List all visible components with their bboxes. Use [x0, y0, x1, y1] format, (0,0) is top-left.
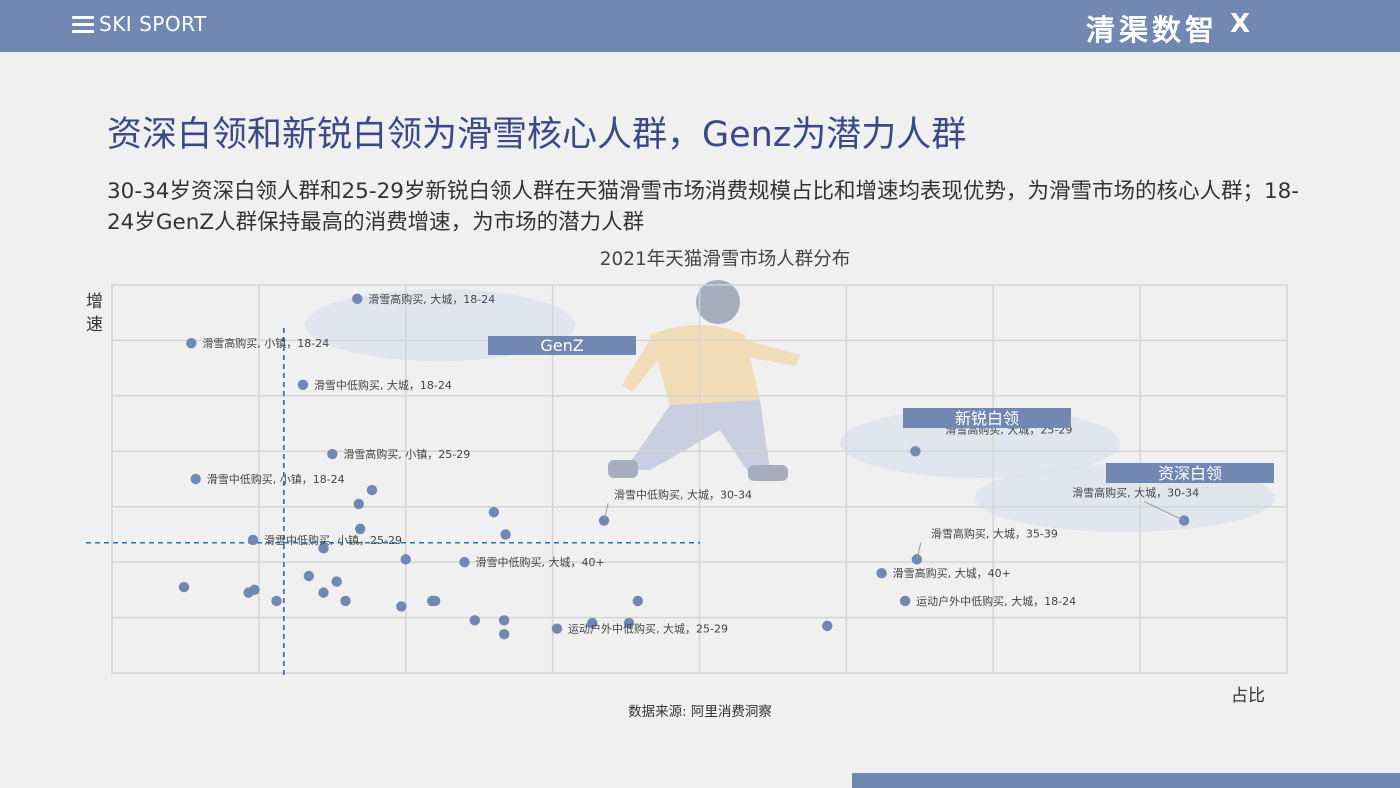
leader-line	[1143, 501, 1185, 522]
data-point	[297, 379, 309, 390]
data-point	[632, 595, 644, 607]
data-point	[488, 507, 500, 518]
data-point	[400, 554, 411, 565]
data-point	[355, 523, 366, 535]
chart-grid	[111, 284, 1288, 674]
point-label: 滑雪中低购买, 大城，30-34	[614, 488, 752, 502]
data-point	[429, 595, 441, 607]
data-point	[318, 543, 329, 554]
data-point	[352, 293, 363, 305]
data-point	[899, 595, 911, 607]
skier-illustration	[608, 280, 800, 481]
company-logo: 清渠数智	[1086, 13, 1219, 47]
data-point	[459, 556, 470, 568]
group-badge	[903, 408, 1071, 428]
data-point	[186, 338, 197, 349]
data-point	[551, 623, 563, 634]
data-point	[910, 446, 921, 457]
point-label: 滑雪高购买, 大城，40+	[893, 566, 1011, 580]
data-point	[243, 587, 254, 598]
data-point	[327, 448, 338, 460]
group-badge-label: 新锐白领	[955, 409, 1019, 428]
data-point	[498, 629, 510, 640]
data-point	[822, 620, 833, 632]
group-badge	[1106, 463, 1274, 483]
logo-x-mark: X	[1230, 9, 1251, 39]
bottom-accent-bar	[852, 773, 1400, 788]
point-label: 滑雪中低购买, 大城，40+	[476, 555, 605, 569]
point-label: 运动户外中低购买, 大城，18-24	[916, 594, 1076, 608]
group-badge-label: 资深白领	[1158, 464, 1222, 483]
data-point	[500, 529, 511, 540]
data-point	[498, 615, 510, 626]
hamburger-menu-icon[interactable]	[72, 16, 94, 34]
data-source: 数据来源: 阿里消费洞察	[628, 704, 772, 720]
data-point	[303, 570, 315, 582]
data-point	[318, 587, 329, 598]
chart-title: 2021年天猫滑雪市场人群分布	[599, 249, 851, 270]
point-label: 滑雪高购买, 大城，18-24	[368, 292, 495, 306]
data-point	[876, 568, 887, 579]
data-point	[271, 595, 282, 607]
point-label: 滑雪高购买, 大城，35-39	[931, 526, 1058, 540]
point-label: 滑雪中低购买, 小镇，18-24	[207, 472, 345, 486]
data-point	[247, 534, 259, 546]
data-point	[340, 595, 351, 607]
y-axis-label: 增速	[86, 292, 103, 335]
data-point	[396, 601, 407, 612]
group-badge	[488, 336, 636, 355]
data-point	[190, 473, 201, 485]
point-label: 滑雪高购买, 大城，30-34	[1072, 486, 1199, 500]
point-label: 运动户外中低购买, 大城，25-29	[568, 622, 728, 636]
point-label: 滑雪高购买, 小镇，25-29	[343, 447, 470, 461]
reference-lines	[86, 328, 700, 678]
point-label: 滑雪高购买, 小镇，18-24	[202, 336, 329, 350]
data-point	[178, 581, 190, 593]
x-axis-label: 占比	[1231, 686, 1265, 706]
page-subtitle: 30-34岁资深白领人群和25-29岁新锐白领人群在天猫滑雪市场消费规模占比和增…	[107, 179, 1300, 235]
data-point	[587, 617, 598, 629]
point-label: 滑雪中低购买, 小镇，25-29	[264, 533, 402, 547]
data-point	[353, 498, 364, 510]
point-label: 滑雪中低购买, 大城，18-24	[314, 378, 452, 392]
point-labels: 滑雪高购买, 大城，18-24 滑雪高购买, 小镇，18-24 滑雪中低购买, 大城…	[202, 292, 1199, 636]
brand-name: SKI SPORT	[99, 12, 207, 36]
page-title: 资深白领和新锐白领为滑雪核心人群，Genz为潜力人群	[107, 115, 967, 155]
group-badge-label: GenZ	[540, 336, 583, 355]
leader-line	[603, 503, 609, 521]
data-point	[331, 576, 342, 587]
leader-line	[916, 542, 922, 560]
data-point	[623, 617, 635, 629]
top-bar	[0, 0, 1400, 52]
data-point	[366, 484, 378, 496]
data-point	[469, 615, 480, 626]
